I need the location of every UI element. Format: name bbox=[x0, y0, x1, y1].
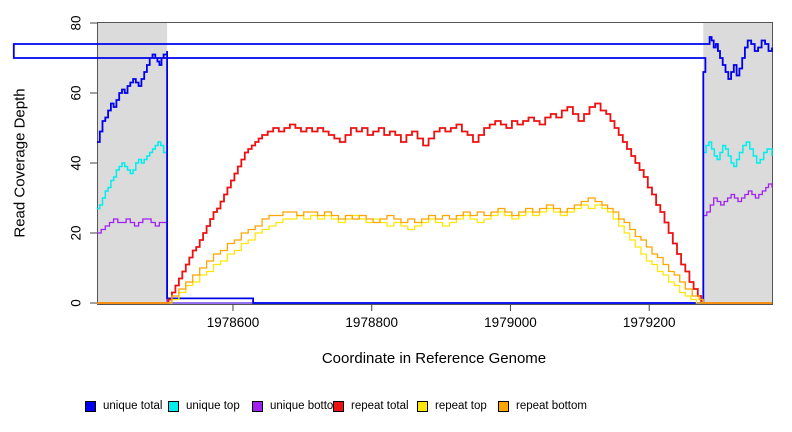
legend-label: unique total bbox=[103, 400, 163, 412]
legend-swatch bbox=[417, 400, 428, 412]
legend-item-repeat-total: repeat total bbox=[333, 400, 409, 412]
shaded-region bbox=[97, 22, 168, 304]
x-tick-label: 1979000 bbox=[484, 315, 537, 330]
y-tick-label: 0 bbox=[69, 299, 84, 307]
legend-label: unique top bbox=[186, 400, 240, 412]
legend-swatch bbox=[168, 400, 179, 412]
legend-swatch bbox=[498, 400, 509, 412]
series-line-repeat-total bbox=[97, 102, 772, 304]
y-tick-label: 80 bbox=[69, 15, 84, 30]
series-line-repeat-top bbox=[97, 204, 772, 304]
legend-item-unique-total: unique total bbox=[85, 400, 162, 412]
series-line-unique-top bbox=[97, 141, 773, 304]
x-tick-label: 1978800 bbox=[345, 315, 398, 330]
y-tick-label: 40 bbox=[69, 155, 84, 170]
series-line-unique-bottom bbox=[97, 183, 773, 304]
legend-label: repeat bottom bbox=[516, 400, 587, 412]
legend-item-unique-bottom: unique bottom bbox=[252, 400, 343, 412]
y-tick-label: 60 bbox=[69, 85, 84, 100]
legend-swatch bbox=[85, 400, 96, 412]
y-tick-label: 20 bbox=[69, 225, 84, 240]
legend-item-repeat-top: repeat top bbox=[417, 400, 487, 412]
series-line-repeat-bottom bbox=[97, 197, 772, 304]
legend-swatch bbox=[333, 400, 344, 412]
chart-canvas: 1978600 1978800 1979000 1979200 0 20 40 60 80 bbox=[12, 15, 773, 330]
legend-label: repeat total bbox=[351, 400, 409, 412]
legend-label: repeat top bbox=[435, 400, 487, 412]
legend-label: unique bottom bbox=[270, 400, 343, 412]
legend-swatch bbox=[252, 400, 263, 412]
x-tick-label: 1979200 bbox=[623, 315, 676, 330]
legend-item-unique-top: unique top bbox=[168, 400, 240, 412]
legend-item-repeat-bottom: repeat bottom bbox=[498, 400, 587, 412]
x-tick-label: 1978600 bbox=[207, 315, 260, 330]
series-line-unique-total bbox=[12, 36, 773, 304]
x-axis-title: Coordinate in Reference Genome bbox=[321, 350, 547, 367]
